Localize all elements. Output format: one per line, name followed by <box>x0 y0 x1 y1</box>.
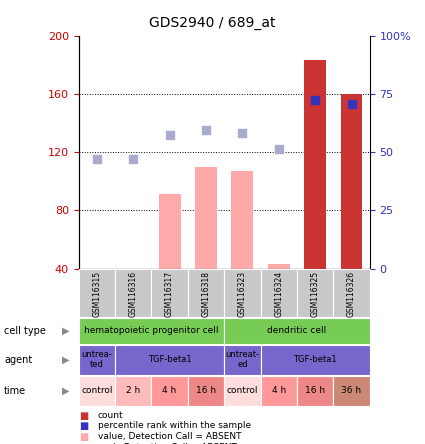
Text: GSM116324: GSM116324 <box>274 271 283 317</box>
Text: untreat-
ed: untreat- ed <box>225 350 259 369</box>
Text: ■: ■ <box>79 443 88 444</box>
Text: 4 h: 4 h <box>162 386 177 395</box>
Bar <box>79 318 224 344</box>
Bar <box>224 376 261 406</box>
Text: 2 h: 2 h <box>126 386 140 395</box>
Text: ■: ■ <box>79 411 88 421</box>
Bar <box>188 376 224 406</box>
Text: ■: ■ <box>79 421 88 432</box>
Bar <box>261 376 297 406</box>
Point <box>130 156 136 163</box>
Bar <box>151 269 188 317</box>
Bar <box>151 376 188 406</box>
Text: percentile rank within the sample: percentile rank within the sample <box>98 421 251 430</box>
Point <box>166 131 173 138</box>
Bar <box>268 264 290 269</box>
Bar <box>333 269 370 317</box>
Text: agent: agent <box>4 355 32 365</box>
Text: control: control <box>81 386 113 395</box>
Point <box>275 146 282 153</box>
Bar <box>115 376 151 406</box>
Bar <box>224 269 261 317</box>
Text: value, Detection Call = ABSENT: value, Detection Call = ABSENT <box>98 432 241 441</box>
Text: GSM116323: GSM116323 <box>238 271 247 317</box>
Bar <box>297 269 333 317</box>
Bar <box>159 194 181 269</box>
Text: 16 h: 16 h <box>196 386 216 395</box>
Text: control: control <box>227 386 258 395</box>
Bar <box>333 376 370 406</box>
Text: GSM116317: GSM116317 <box>165 271 174 317</box>
Point <box>94 156 100 163</box>
Bar <box>261 269 297 317</box>
Text: 16 h: 16 h <box>305 386 325 395</box>
Bar <box>115 269 151 317</box>
Bar <box>79 376 115 406</box>
Bar <box>304 60 326 269</box>
Text: TGF-beta1: TGF-beta1 <box>293 355 337 364</box>
Text: count: count <box>98 411 123 420</box>
Text: GSM116318: GSM116318 <box>201 271 210 317</box>
Text: TGF-beta1: TGF-beta1 <box>148 355 191 364</box>
Text: ▶: ▶ <box>62 386 70 396</box>
Point <box>348 100 355 107</box>
Text: ■: ■ <box>79 432 88 442</box>
Text: untrea-
ted: untrea- ted <box>82 350 112 369</box>
Text: GSM116316: GSM116316 <box>129 271 138 317</box>
Bar <box>195 166 217 269</box>
Bar <box>224 345 261 375</box>
Text: GSM116326: GSM116326 <box>347 271 356 317</box>
Point <box>312 96 319 103</box>
Text: GSM116315: GSM116315 <box>92 271 101 317</box>
Bar <box>79 345 115 375</box>
Bar <box>340 94 363 269</box>
Bar <box>232 171 253 269</box>
Text: time: time <box>4 386 26 396</box>
Bar <box>79 269 115 317</box>
Text: GDS2940 / 689_at: GDS2940 / 689_at <box>149 16 276 30</box>
Text: cell type: cell type <box>4 326 46 336</box>
Text: 4 h: 4 h <box>272 386 286 395</box>
Text: rank, Detection Call = ABSENT: rank, Detection Call = ABSENT <box>98 443 237 444</box>
Bar <box>224 318 370 344</box>
Text: ▶: ▶ <box>62 355 70 365</box>
Text: 36 h: 36 h <box>342 386 362 395</box>
Bar <box>297 376 333 406</box>
Bar <box>261 345 370 375</box>
Text: hematopoietic progenitor cell: hematopoietic progenitor cell <box>84 326 218 335</box>
Text: dendritic cell: dendritic cell <box>267 326 326 335</box>
Text: GSM116325: GSM116325 <box>311 271 320 317</box>
Bar <box>122 324 144 327</box>
Point <box>239 130 246 137</box>
Text: ▶: ▶ <box>62 326 70 336</box>
Point <box>203 127 210 134</box>
Bar <box>115 345 224 375</box>
Bar <box>188 269 224 317</box>
